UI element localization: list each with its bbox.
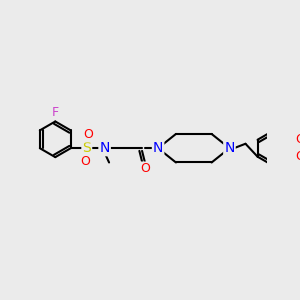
Text: O: O bbox=[295, 133, 300, 146]
Text: N: N bbox=[99, 141, 110, 155]
Text: O: O bbox=[295, 150, 300, 163]
Text: N: N bbox=[224, 141, 235, 155]
Text: O: O bbox=[84, 128, 94, 141]
Text: N: N bbox=[153, 141, 163, 155]
Text: O: O bbox=[140, 163, 150, 176]
Text: S: S bbox=[82, 141, 91, 155]
Text: F: F bbox=[52, 106, 59, 119]
Text: O: O bbox=[80, 155, 90, 168]
